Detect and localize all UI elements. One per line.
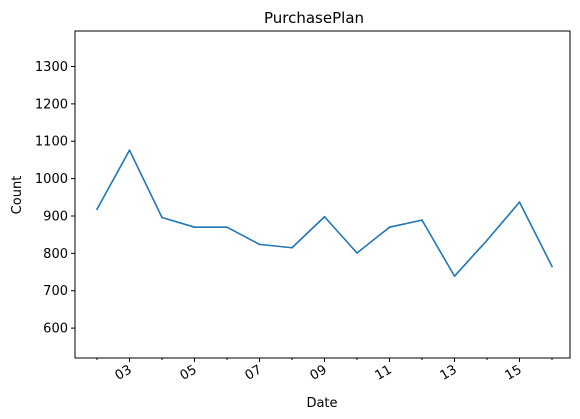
data-point (96, 208, 98, 211)
x-tick-label: 07 (243, 362, 265, 383)
x-axis: 03 05 07 09 11 13 15 (96, 358, 553, 384)
data-point (193, 226, 196, 229)
x-tick-label: 13 (438, 362, 460, 383)
x-tick-label: 09 (308, 362, 330, 383)
y-axis-title: Count (10, 176, 25, 215)
y-tick-label: 1100 (35, 135, 68, 150)
x-tick-label: 03 (113, 362, 135, 383)
data-point (128, 149, 131, 152)
x-tick-label: 15 (503, 362, 525, 383)
plot-area (96, 149, 553, 278)
x-axis-title: Date (306, 396, 337, 411)
data-point (291, 246, 293, 249)
series-line (96, 149, 553, 277)
data-point (323, 215, 326, 218)
y-tick-label: 1000 (35, 172, 68, 187)
y-tick-label: 1200 (35, 97, 68, 112)
data-point (551, 265, 553, 268)
data-point (226, 226, 228, 229)
y-tick-label: 600 (43, 322, 68, 337)
y-tick-label: 700 (43, 284, 68, 299)
y-tick-label: 1300 (35, 60, 68, 75)
y-axis: 600 700 800 900 1000 1100 1200 1300 (35, 60, 75, 337)
data-point (388, 226, 391, 229)
data-point (421, 219, 423, 221)
x-tick-label: 05 (178, 362, 200, 383)
data-point (356, 252, 358, 254)
y-tick-label: 800 (43, 247, 68, 262)
data-point (518, 201, 521, 204)
data-point (258, 243, 261, 246)
data-point (453, 275, 456, 278)
chart-title: PurchasePlan (264, 9, 364, 27)
y-tick-label: 900 (43, 209, 68, 224)
x-tick-label: 11 (373, 362, 395, 383)
plot-frame (74, 30, 571, 359)
data-point (486, 239, 488, 242)
data-point (161, 216, 163, 219)
